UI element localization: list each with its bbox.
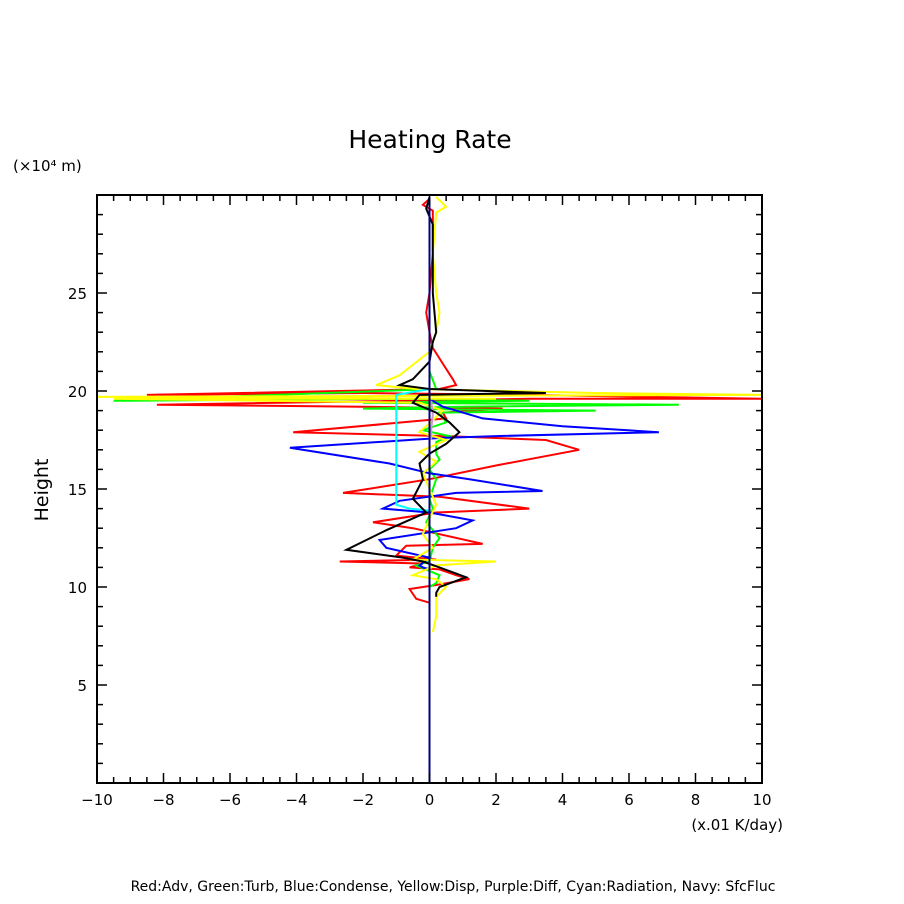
x-tick-label: −8 xyxy=(152,791,174,809)
plot-frame xyxy=(96,194,763,784)
x-tick-label: 2 xyxy=(491,791,501,809)
y-tick-label: 20 xyxy=(68,383,87,401)
x-tick-label: 8 xyxy=(691,791,701,809)
x-tick-label: −2 xyxy=(352,791,374,809)
y-tick-label: 5 xyxy=(77,677,87,695)
series-layer xyxy=(96,196,763,783)
y-tick-label: 15 xyxy=(68,481,87,499)
series-line-total xyxy=(343,196,546,597)
legend-caption: Red:Adv, Green:Turb, Blue:Condense, Yell… xyxy=(131,879,776,895)
chart-title: Heating Rate xyxy=(348,125,511,154)
y-tick-label: 10 xyxy=(68,579,87,597)
y-unit-label: (×10⁴ m) xyxy=(13,157,82,175)
x-tick-label: 10 xyxy=(752,791,771,809)
series-line-diff xyxy=(430,400,434,440)
series-line-radiation xyxy=(395,388,430,512)
x-tick-label: 4 xyxy=(558,791,568,809)
y-tick-label: 25 xyxy=(68,285,87,303)
y-axis-label: Height xyxy=(31,459,53,522)
x-tick-label: −6 xyxy=(219,791,241,809)
x-tick-label: 6 xyxy=(624,791,634,809)
x-tick-label: −4 xyxy=(285,791,307,809)
series-line-condense xyxy=(289,397,659,571)
x-tick-label: 0 xyxy=(425,791,435,809)
x-tick-label: −10 xyxy=(81,791,113,809)
x-axis-label: (x.01 K/day) xyxy=(691,816,783,834)
ticks-layer: −10 −8 −6 −4 −2 0 2 4 6 8 10 5 10 15 20 25 xyxy=(68,195,772,809)
